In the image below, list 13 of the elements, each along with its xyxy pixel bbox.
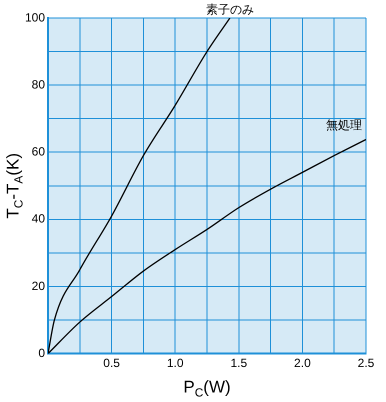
y-tick-label: 20 (32, 278, 46, 293)
y-tick-label: 0 (38, 346, 46, 360)
y-tick-label: 40 (32, 212, 46, 226)
x-tick-label: 1.5 (230, 356, 248, 370)
y-axis-title: TC-TA(K) (4, 152, 26, 219)
y-tick-label: 100 (24, 10, 46, 24)
x-tick-label: 0.5 (103, 356, 120, 370)
x-tick-label: 2.5 (358, 356, 375, 370)
y-tick-label: 80 (32, 77, 46, 92)
annotation: 素子のみ (206, 2, 254, 16)
y-tick-label: 60 (32, 144, 46, 159)
x-tick-label: 2.0 (294, 356, 312, 370)
x-tick-label: 1.0 (166, 356, 184, 370)
